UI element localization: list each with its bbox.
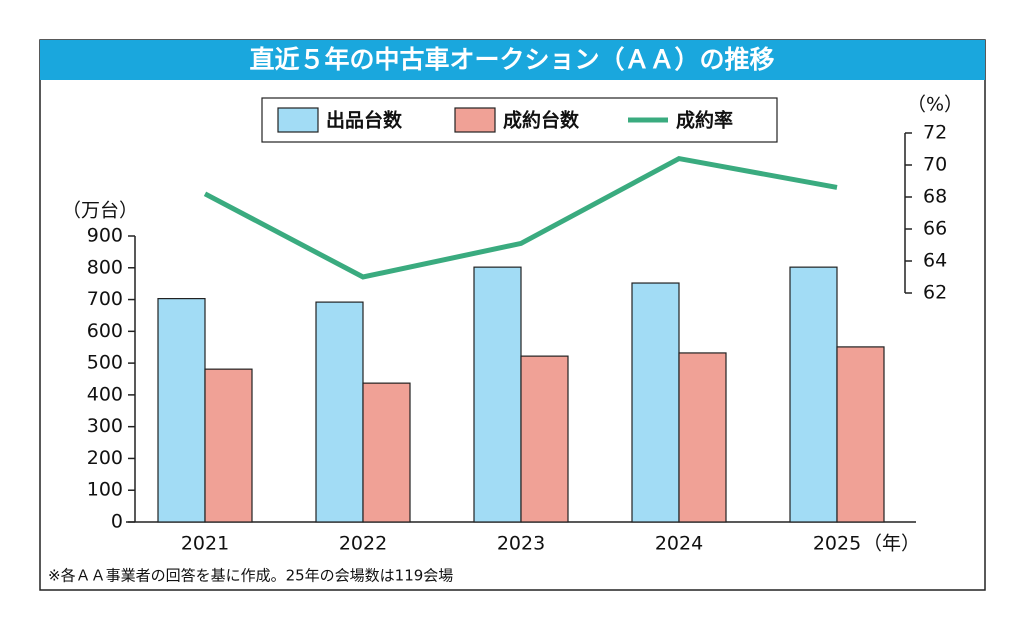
y2-tick-label: 62: [923, 282, 947, 304]
bar: [362, 382, 411, 523]
bar: [520, 355, 569, 523]
legend-swatch: [277, 107, 319, 133]
y-tick-label: 0: [111, 511, 123, 533]
y-tick-label: 300: [87, 415, 123, 437]
legend-label: 出品台数: [326, 109, 403, 132]
footnote: ※各ＡＡ事業者の回答を基に作成。25年の会場数は119会場: [48, 567, 453, 585]
legend-label: 成約率: [676, 109, 733, 132]
y-tick-label: 100: [87, 479, 123, 501]
y2-axis-label: （%）: [907, 94, 963, 116]
legend-swatch: [454, 107, 496, 133]
y-tick-label: 900: [87, 225, 123, 247]
y2-tick-label: 66: [923, 218, 947, 240]
x-tick-label: 2025: [813, 533, 861, 555]
line: [203, 155, 838, 280]
bar: [789, 266, 838, 523]
y2-tick-label: 68: [923, 186, 947, 208]
bar: [473, 266, 522, 523]
bar: [631, 282, 680, 523]
legend-label: 成約台数: [503, 109, 580, 132]
bar: [678, 352, 727, 523]
y-tick-label: 700: [87, 288, 123, 310]
bar: [836, 346, 885, 523]
y2-tick-label: 64: [923, 250, 947, 272]
x-tick-label: 2022: [339, 533, 387, 555]
y2-tick-label: 72: [923, 122, 947, 144]
chart-title: 直近５年の中古車オークション（ＡＡ）の推移: [249, 45, 774, 74]
title-bar: [40, 40, 985, 80]
bar: [315, 301, 364, 523]
y-axis-label: （万台）: [62, 200, 138, 222]
legend-box: [261, 97, 778, 143]
y2-tick-label: 70: [923, 154, 947, 176]
y-tick-label: 600: [87, 320, 123, 342]
y-tick-label: 800: [87, 256, 123, 278]
bar: [204, 368, 253, 523]
x-tick-label: 2023: [497, 533, 545, 555]
y-tick-label: 200: [87, 447, 123, 469]
x-tick-label: 2021: [181, 533, 229, 555]
y-tick-label: 400: [87, 383, 123, 405]
y-tick-label: 500: [87, 352, 123, 374]
x-tick-label: 2024: [655, 533, 703, 555]
bar: [157, 298, 206, 523]
x-unit: （年）: [863, 533, 920, 555]
